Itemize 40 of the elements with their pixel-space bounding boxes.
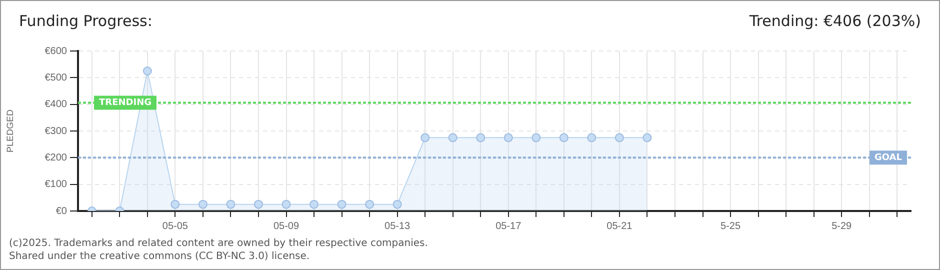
x-tick-label: 05-17: [496, 220, 522, 232]
point: [365, 200, 374, 209]
point: [337, 200, 346, 209]
point: [282, 200, 291, 209]
x-tick-label: 5-29: [832, 220, 852, 232]
chart-subtitle: Trending: €406 (203%): [749, 12, 921, 30]
point: [476, 133, 486, 142]
x-tick-label: 05-21: [606, 220, 633, 232]
y-tick-label: €200: [44, 152, 68, 164]
point: [614, 133, 624, 142]
y-tick-label: €400: [44, 99, 68, 110]
point: [448, 133, 458, 142]
y-axis-title: PLEDGED: [4, 108, 15, 153]
y-tick-label: €300: [44, 126, 68, 137]
point: [420, 133, 430, 142]
point: [226, 200, 236, 209]
y-tick-label: €100: [44, 179, 68, 190]
point: [142, 66, 152, 76]
point: [170, 200, 180, 209]
ref-line-label: GOAL: [874, 153, 902, 164]
point: [392, 200, 402, 209]
point: [504, 133, 513, 142]
point: [532, 133, 541, 142]
x-tick-label: 05-13: [384, 220, 411, 232]
text: (c)2025. Trademarks and related content are owned by their respective companies.: [9, 237, 428, 250]
point: [559, 133, 568, 142]
point: [642, 133, 652, 142]
y-tick-label: €600: [44, 46, 68, 57]
x-tick-label: 05-05: [162, 220, 188, 232]
ref-line-label: TRENDING: [99, 98, 152, 108]
point: [254, 200, 263, 209]
x-tick-label: 05-09: [273, 220, 300, 232]
chart-title: Funding Progress:: [19, 12, 152, 30]
y-tick-label: €0: [56, 206, 68, 217]
point: [587, 133, 596, 142]
x-tick-label: 5-25: [720, 220, 741, 232]
point: [310, 200, 319, 209]
y-tick-label: €500: [44, 72, 68, 84]
text: Shared under the creative commons (CC BY-NC 3.0) license.: [9, 250, 311, 263]
point: [198, 200, 208, 209]
